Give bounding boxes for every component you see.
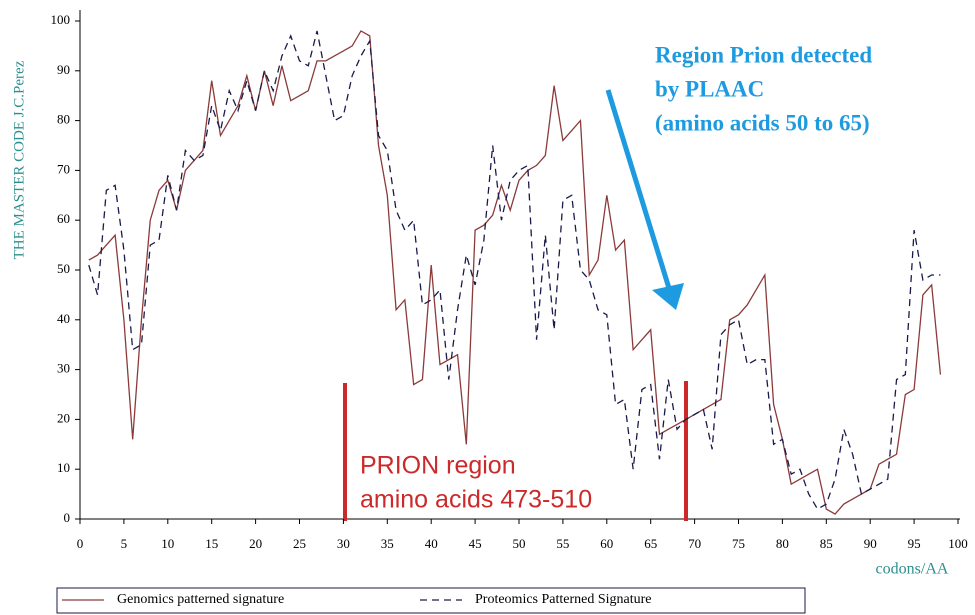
x-tick-label: 30 [337, 536, 350, 551]
y-axis-label: THE MASTER CODE J.C.Perez [11, 60, 27, 259]
x-tick-label: 60 [600, 536, 613, 551]
y-tick-label: 0 [64, 510, 71, 525]
x-tick-label: 55 [556, 536, 569, 551]
series-line [88, 30, 942, 515]
y-tick-label: 50 [57, 261, 70, 276]
x-tick-label: 85 [820, 536, 833, 551]
x-tick-label: 90 [864, 536, 877, 551]
x-tick-label: 25 [293, 536, 306, 551]
x-tick-label: 35 [381, 536, 394, 551]
y-tick-label: 30 [57, 361, 70, 376]
legend-label: Proteomics Patterned Signature [475, 592, 652, 607]
y-tick-label: 10 [57, 460, 70, 475]
x-tick-label: 45 [469, 536, 482, 551]
y-tick-label: 70 [57, 161, 70, 176]
x-tick-label: 10 [161, 536, 174, 551]
x-tick-label: 50 [513, 536, 526, 551]
annotation: by PLAAC [655, 76, 764, 101]
y-tick-label: 80 [57, 112, 70, 127]
x-tick-label: 95 [908, 536, 921, 551]
annotation: Region Prion detected [655, 42, 872, 67]
x-tick-label: 5 [121, 536, 128, 551]
y-tick-label: 100 [51, 12, 71, 27]
x-tick-label: 75 [732, 536, 745, 551]
annotation: amino acids 473-510 [360, 486, 592, 514]
series-line [88, 30, 941, 510]
x-tick-label: 0 [77, 536, 84, 551]
x-tick-label: 70 [688, 536, 701, 551]
x-tick-label: 80 [776, 536, 789, 551]
y-tick-label: 60 [57, 211, 70, 226]
x-axis-label: codons/AA [876, 561, 949, 578]
x-tick-label: 65 [644, 536, 657, 551]
x-tick-label: 20 [249, 536, 262, 551]
x-tick-label: 15 [205, 536, 218, 551]
legend [56, 587, 806, 614]
y-tick-label: 40 [57, 311, 70, 326]
x-tick-label: 100 [948, 536, 968, 551]
y-tick-label: 20 [57, 410, 70, 425]
y-tick-label: 90 [57, 62, 70, 77]
x-tick-label: 40 [425, 536, 438, 551]
annotation: (amino acids 50 to 65) [655, 110, 870, 135]
arrow [605, 89, 675, 299]
arrow-head [652, 283, 684, 310]
annotation: PRION region [360, 452, 516, 480]
legend-label: Genomics patterned signature [117, 592, 284, 607]
